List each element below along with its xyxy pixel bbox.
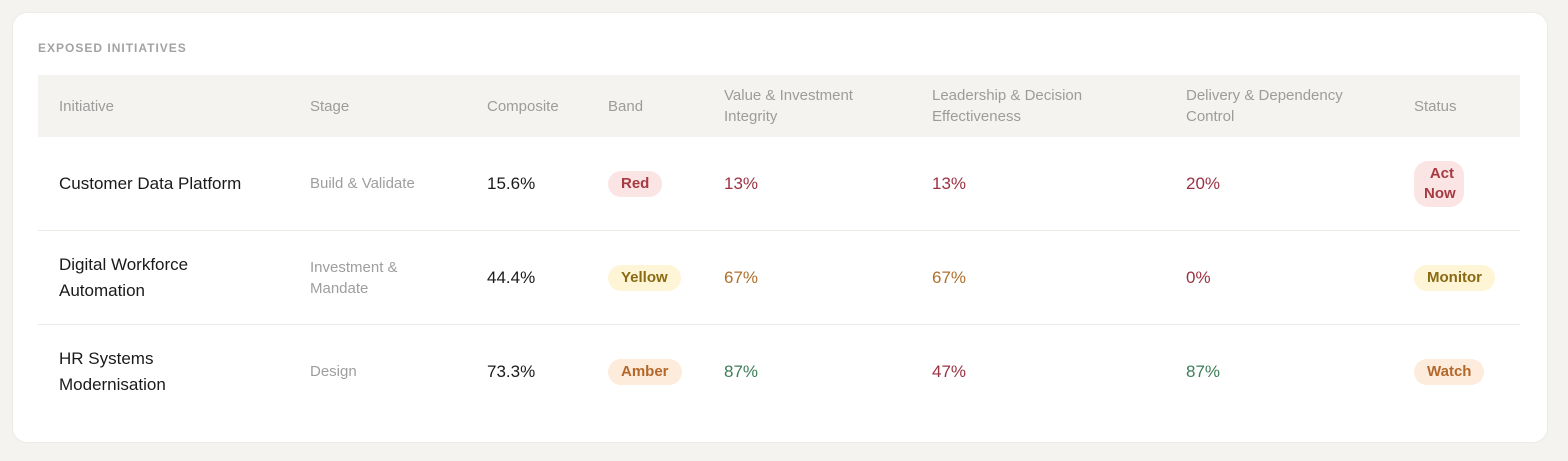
status-cell: Watch: [1414, 325, 1520, 419]
status-pill: Watch: [1414, 359, 1485, 385]
row[interactable]: HR Systems Modernisation Design 73.3% Am…: [38, 325, 1520, 419]
column-header: Composite: [487, 75, 608, 137]
initiative: Digital Workforce Automation: [38, 230, 310, 325]
status-cell: Act Now: [1414, 137, 1520, 231]
band-pill: Yellow: [608, 265, 681, 291]
stage: Build & Validate: [310, 137, 487, 231]
score: 87%: [724, 361, 759, 381]
status-cell: Monitor: [1414, 230, 1520, 325]
score: 20%: [1186, 137, 1414, 231]
score: 0%: [1186, 230, 1414, 325]
column-header: Band: [608, 75, 724, 137]
composite: 44.4%: [487, 230, 608, 325]
stage: Design: [310, 363, 357, 380]
band-pill: Amber: [608, 359, 682, 385]
section-title: EXPOSED INITIATIVES: [38, 41, 187, 55]
score: 13%: [932, 137, 1186, 231]
column-header: Leadership & Decision Effectiveness: [932, 75, 1186, 137]
header-row: Initiative Stage Composite Band Value & …: [38, 75, 1520, 137]
score: 67%: [724, 230, 932, 325]
band-cell: Red: [608, 137, 724, 231]
status-pill: Monitor: [1414, 265, 1495, 291]
row[interactable]: Customer Data Platform Build & Validate …: [38, 137, 1520, 231]
initiative: HR Systems Modernisation: [59, 348, 166, 394]
band-cell: Yellow: [608, 230, 724, 325]
row[interactable]: Digital Workforce Automation Investment …: [38, 230, 1520, 325]
composite: 15.6%: [487, 137, 608, 231]
table: Initiative Stage Composite Band Value & …: [38, 75, 1520, 418]
score: 87%: [1186, 361, 1221, 381]
column-header: Status: [1414, 75, 1520, 137]
initiative: Customer Data Platform: [38, 137, 310, 231]
status-pill: Act Now: [1414, 160, 1464, 207]
column-header: Delivery & Dependency Control: [1186, 75, 1414, 137]
score: 13%: [724, 137, 932, 231]
band-cell: Amber: [608, 325, 724, 419]
column-header: Initiative: [38, 75, 310, 137]
score: 47%: [932, 361, 967, 381]
column-header: Value & Investment Integrity: [724, 75, 932, 137]
band-pill: Red: [608, 171, 663, 197]
stage: Investment & Mandate: [310, 230, 487, 325]
column-header: Stage: [310, 75, 487, 137]
composite: 73.3%: [487, 361, 536, 381]
card: EXPOSED INITIATIVES Initiative Stage Com…: [13, 13, 1547, 442]
score: 67%: [932, 230, 1186, 325]
